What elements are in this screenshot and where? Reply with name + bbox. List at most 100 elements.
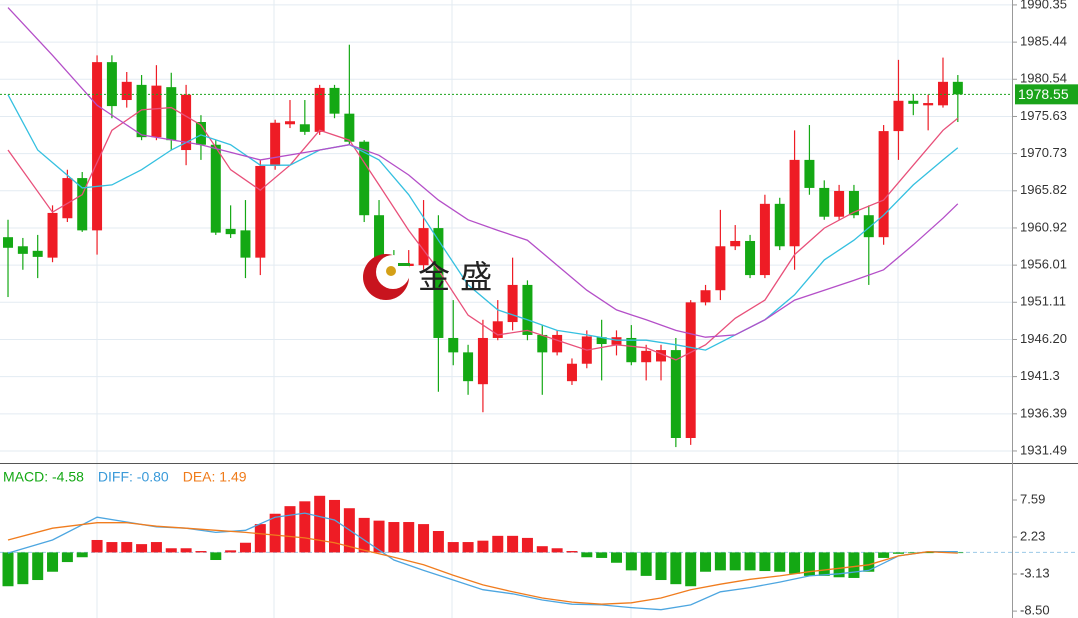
macd-bar: [17, 552, 29, 585]
macd-bar: [774, 552, 786, 572]
candle-body: [477, 337, 488, 385]
macd-bar: [714, 552, 726, 571]
candle-body: [863, 215, 874, 238]
macd-bar: [210, 552, 222, 561]
candle-body: [537, 334, 548, 353]
candle-body: [448, 337, 459, 353]
y-tick-label: 1941.3: [1020, 368, 1060, 383]
candle-body: [596, 337, 607, 345]
macd-bar: [254, 524, 266, 553]
last-price-label: 1978.55: [1018, 86, 1069, 102]
candle-body: [552, 334, 563, 353]
candle-body: [195, 122, 206, 145]
macd-bar: [670, 552, 682, 585]
candle-body: [32, 250, 43, 257]
y-tick-label: 1985.44: [1020, 34, 1067, 49]
macd-bar: [640, 552, 652, 576]
macd-bar: [225, 550, 237, 553]
macd-bar: [581, 552, 593, 558]
candle-body: [344, 113, 355, 142]
candle-body: [92, 62, 103, 231]
last-price-box: [1015, 84, 1078, 105]
macd-bar: [299, 501, 311, 553]
candle-body: [374, 215, 385, 266]
candle-body: [77, 178, 88, 231]
line-series: [7, 522, 958, 605]
macd-bar: [477, 540, 489, 553]
legend-entry: MACD: -4.58: [3, 469, 84, 485]
candle-body: [715, 246, 726, 291]
macd-bar: [418, 524, 430, 553]
candle-body: [670, 350, 681, 438]
logo-bar: [398, 263, 410, 266]
macd-bar: [922, 552, 934, 554]
candle-body: [284, 121, 295, 125]
y-tick-label: 1960.92: [1020, 219, 1067, 234]
candle-body: [225, 228, 236, 235]
candle-body: [255, 165, 266, 258]
line-series: [7, 94, 959, 351]
y-tick-label: 1970.73: [1020, 145, 1067, 160]
y-tick-label: 2.23: [1020, 528, 1045, 543]
macd-bar: [833, 552, 845, 578]
watermark-logo: 金 盛: [363, 254, 492, 300]
candle-body: [62, 178, 73, 219]
macd-bar: [403, 522, 415, 553]
candle-body: [789, 159, 800, 247]
candle-body: [270, 122, 281, 166]
candle-body: [685, 302, 696, 438]
macd-bar: [447, 542, 459, 553]
macd-bar: [180, 548, 192, 553]
y-tick-label: 1965.82: [1020, 182, 1067, 197]
line-series: [7, 512, 958, 611]
legend-entry: DIFF: -0.80: [98, 469, 169, 485]
y-tick-label: 1956.01: [1020, 257, 1067, 272]
macd-bar: [655, 552, 667, 581]
candle-body: [730, 240, 741, 247]
macd-bar: [47, 552, 59, 572]
candle-body: [656, 350, 667, 362]
macd-bar: [551, 548, 563, 553]
candle-body: [626, 337, 637, 363]
macd-bar: [507, 535, 519, 553]
macd-bar: [195, 551, 207, 553]
macd-bar: [789, 552, 801, 574]
macd-bar: [76, 552, 88, 558]
macd-bar: [952, 552, 964, 554]
candle-body: [641, 350, 652, 363]
candle-body: [759, 203, 770, 276]
candle-body: [106, 62, 117, 107]
macd-bar: [165, 548, 177, 553]
candle-body: [937, 81, 948, 106]
candle-body: [314, 87, 325, 132]
candle-body: [121, 81, 132, 101]
y-tick-label: -8.50: [1020, 603, 1050, 618]
candle-body: [492, 321, 503, 338]
candle-body: [834, 190, 845, 217]
macd-bar: [2, 552, 14, 587]
line-series: [7, 106, 959, 361]
macd-bar: [91, 539, 103, 553]
candle-body: [240, 230, 251, 258]
y-tick-label: -3.13: [1020, 565, 1050, 580]
candle-body: [151, 85, 162, 138]
macd-bar: [432, 531, 444, 553]
y-tick-label: 1980.54: [1020, 71, 1067, 86]
macd-bar: [358, 517, 370, 553]
candle-body: [507, 284, 518, 323]
macd-bar: [32, 552, 44, 581]
candle-body: [359, 141, 370, 216]
macd-bar: [329, 499, 341, 553]
macd-bar: [818, 552, 830, 576]
candle-body: [433, 228, 444, 338]
y-tick-label: 7.59: [1020, 491, 1045, 506]
macd-bar: [150, 542, 162, 553]
candle-body: [166, 87, 177, 141]
macd-bar: [269, 513, 281, 553]
macd-bar: [610, 552, 622, 563]
macd-bar: [892, 552, 904, 554]
macd-bar: [759, 552, 771, 572]
macd-bar: [521, 537, 533, 553]
y-tick-label: 1946.20: [1020, 331, 1067, 346]
y-tick-label: 1975.63: [1020, 108, 1067, 123]
